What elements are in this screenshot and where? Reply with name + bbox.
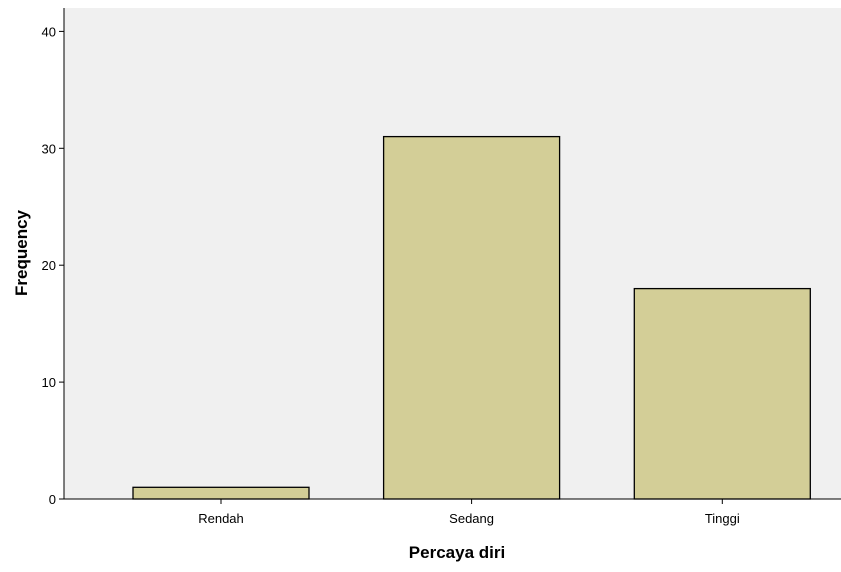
x-tick-label-tinggi: Tinggi (705, 511, 740, 526)
x-tick-label-sedang: Sedang (449, 511, 494, 526)
bar-rendah (132, 486, 310, 500)
x-axis-ticks: Rendah Sedang Tinggi (198, 499, 740, 526)
x-axis-title: Percaya diri (409, 543, 505, 562)
y-axis-title: Frequency (12, 209, 31, 296)
x-tick-label-rendah: Rendah (198, 511, 244, 526)
y-tick-label-40: 40 (42, 24, 56, 39)
y-tick-label-0: 0 (49, 492, 56, 507)
y-tick-label-30: 30 (42, 141, 56, 156)
y-tick-label-10: 10 (42, 375, 56, 390)
y-axis-ticks: 0 10 20 30 40 (42, 24, 64, 507)
bar-sedang (382, 135, 561, 500)
y-tick-label-20: 20 (42, 258, 56, 273)
bars (132, 135, 811, 500)
bar-tinggi (633, 287, 811, 500)
